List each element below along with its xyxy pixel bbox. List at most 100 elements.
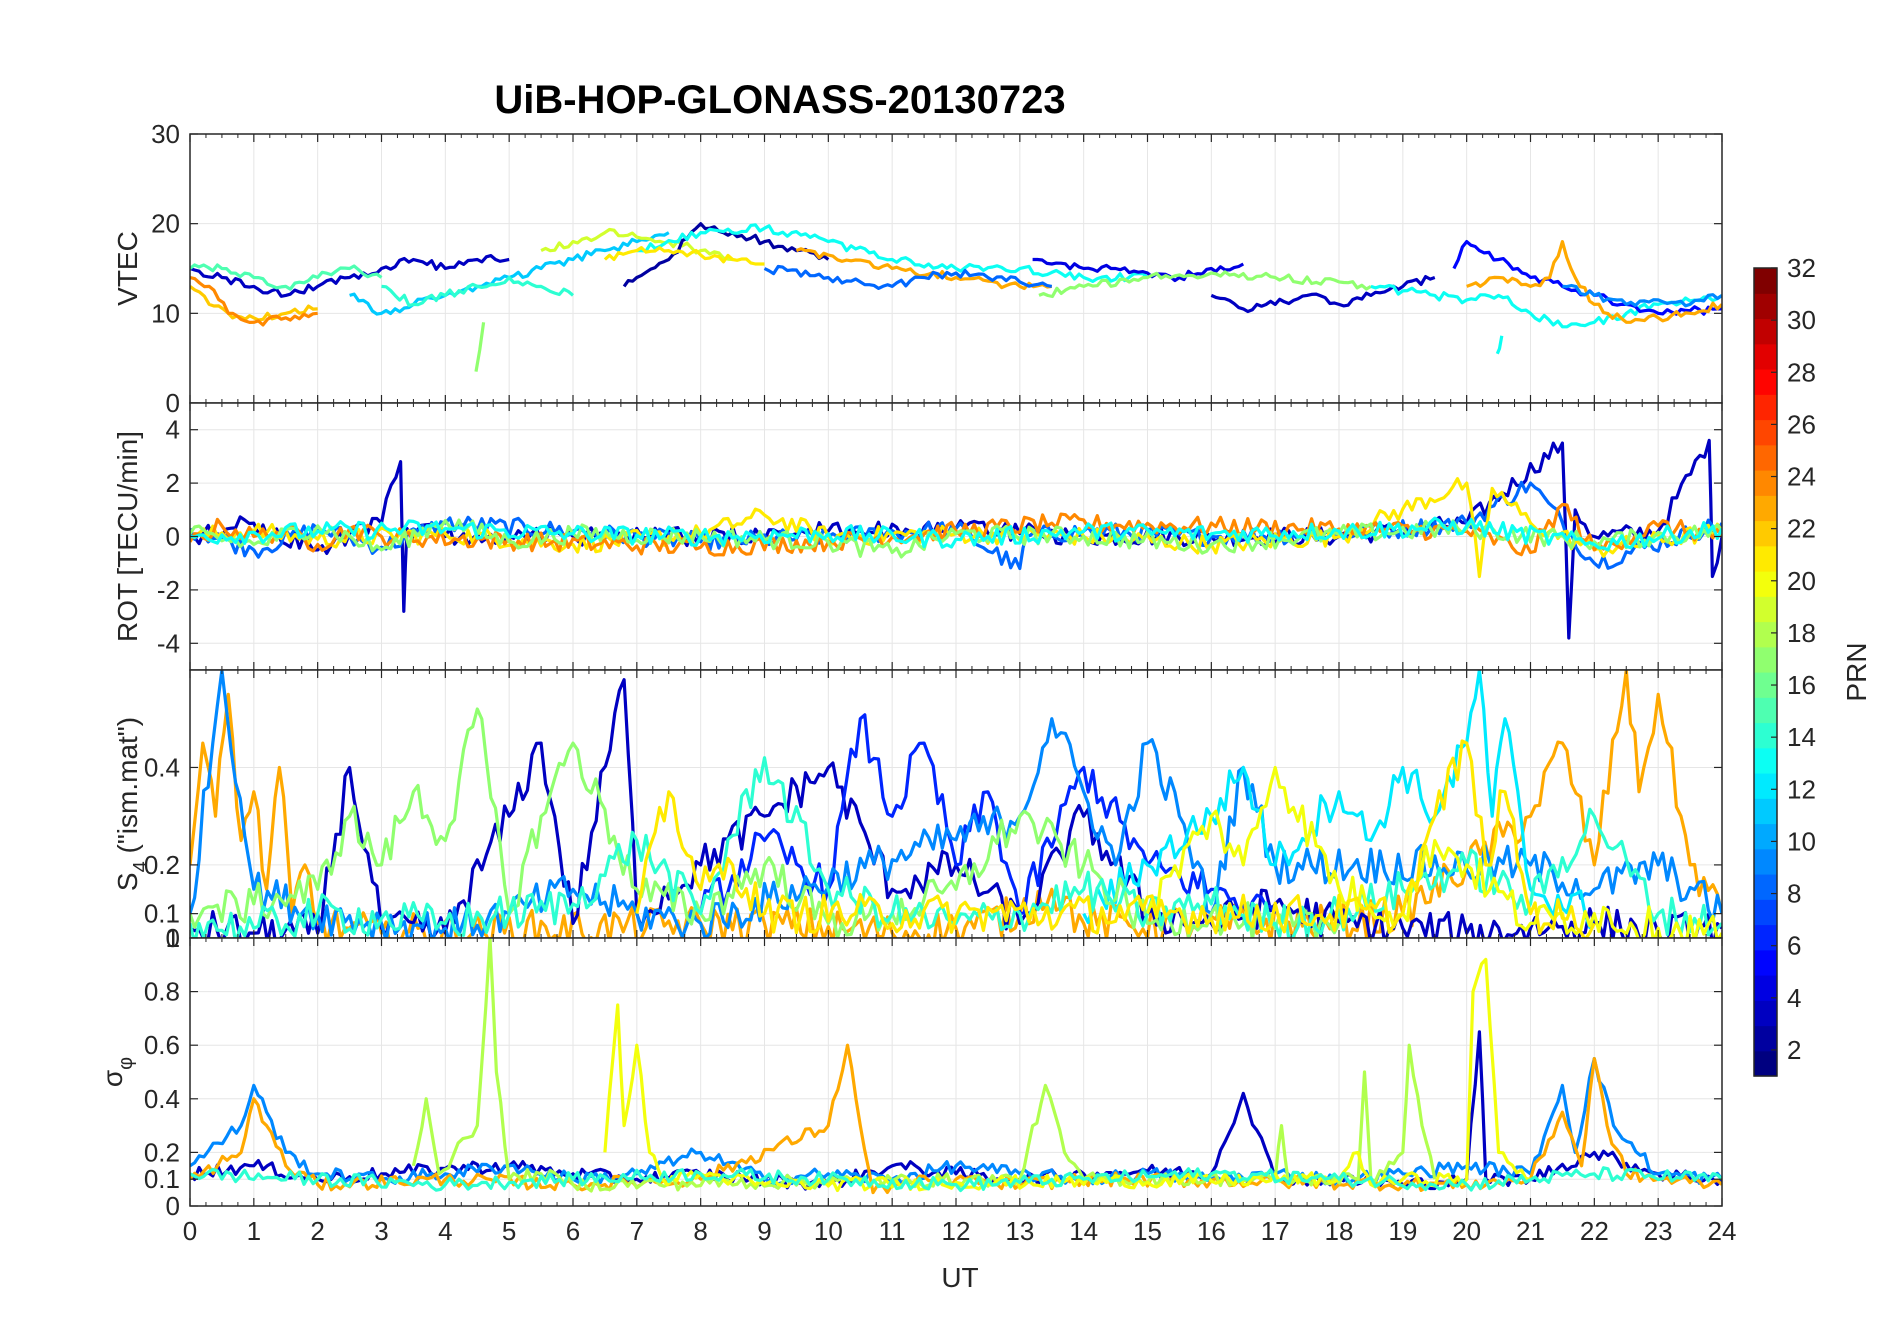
x-tick-label: 2 [310, 1216, 324, 1246]
y-tick-label: 0 [166, 1191, 180, 1221]
colorbar-segment [1754, 924, 1777, 951]
y-tick-label: 4 [166, 415, 180, 445]
colorbar-segment [1754, 1000, 1777, 1027]
colorbar-segment [1754, 848, 1777, 875]
x-tick-label: 24 [1708, 1216, 1737, 1246]
colorbar-segment [1754, 268, 1777, 294]
colorbar-tick-label: 26 [1787, 409, 1816, 439]
y-ticks: -4 -2 0 2 4 [157, 415, 1722, 658]
series-line-prn-23 [1466, 240, 1722, 324]
series-line-prn-24 [190, 502, 1722, 557]
colorbar-segment [1754, 520, 1777, 547]
series-group [190, 438, 1722, 640]
colorbar-segment [1754, 823, 1777, 850]
series-line-prn-24 [190, 275, 318, 327]
x-tick-label: 22 [1580, 1216, 1609, 1246]
x-ticks [189, 403, 1723, 670]
y-ticks: 0.1 0.2 0.4 10 [144, 752, 1722, 953]
panel-rot: -4 -2 0 2 4 ROT [TECU/min] [112, 402, 1723, 671]
series-line-prn-17 [190, 707, 1341, 938]
y-label-sub: 4 [130, 861, 152, 872]
x-axis-label: UT [941, 1262, 978, 1293]
colorbar-segment [1754, 949, 1777, 976]
colorbar-segment [1754, 318, 1777, 345]
y-label-main: σ [97, 1070, 128, 1087]
series-group [190, 222, 1722, 372]
x-tick-label: 19 [1388, 1216, 1417, 1246]
colorbar-frame [1753, 267, 1778, 1077]
y-axis-label: σφ [97, 1057, 137, 1087]
series-line-prn-13 [190, 516, 1722, 552]
y-axis-label: S4 ("ism.mat") [112, 717, 152, 891]
series-line-prn-17 [1038, 270, 1372, 299]
series-line-prn-19 [540, 227, 733, 262]
colorbar-segment [1754, 293, 1777, 320]
x-tick-label: 0 [183, 1216, 197, 1246]
colorbar-tick-label: 18 [1787, 618, 1816, 648]
x-tick-labels: 0 1 2 3 4 5 6 7 8 9 10 11 12 13 14 15 16 17 18 19 20 21 22 23 24 [183, 1216, 1737, 1246]
y-axis-label: ROT [TECU/min] [112, 431, 143, 642]
x-tick-label: 9 [757, 1216, 771, 1246]
x-tick-label: 23 [1644, 1216, 1673, 1246]
x-tick-label: 7 [630, 1216, 644, 1246]
x-tick-label: 15 [1133, 1216, 1162, 1246]
series-line-prn-4 [1032, 257, 1245, 283]
series-line-prn-13 [636, 223, 1149, 283]
y-tick-label: 10 [151, 298, 180, 328]
colorbar-segment [1754, 899, 1777, 926]
series-line-prn-23 [795, 247, 1053, 291]
x-tick-label: 8 [693, 1216, 707, 1246]
x-tick-label: 3 [374, 1216, 388, 1246]
x-tick-label: 1 [247, 1216, 261, 1246]
series-line-prn-8 [763, 264, 1053, 290]
series-line-prn-21 [603, 246, 765, 266]
colorbar-segment [1754, 975, 1777, 1001]
colorbar-segment [1754, 419, 1777, 446]
colorbar-segments [1754, 268, 1777, 1077]
colorbar-tick-label: 8 [1787, 879, 1801, 909]
y-tick-label: 0.6 [144, 1030, 180, 1060]
colorbar-tick-label: 4 [1787, 983, 1801, 1013]
series-line-prn-15 [190, 263, 383, 291]
y-tick-label: 0.2 [144, 850, 180, 880]
colorbar-tick-label: 32 [1787, 253, 1816, 283]
series-line-prn-9 [1562, 283, 1722, 308]
colorbar-segment [1754, 1050, 1777, 1077]
series-line-prn-3 [190, 254, 510, 298]
y-label-main: S [112, 872, 143, 891]
y-tick-label: 0.2 [144, 1137, 180, 1167]
y-tick-label: 0.1 [144, 899, 180, 929]
series-group [190, 938, 1722, 1195]
series-line-prn-22 [190, 285, 318, 322]
x-tick-label: 4 [438, 1216, 452, 1246]
x-tick-label: 17 [1261, 1216, 1290, 1246]
y-tick-label: 1 [166, 923, 180, 953]
series-line-prn-2 [622, 222, 830, 288]
colorbar-segment [1754, 672, 1777, 698]
x-tick-label: 6 [566, 1216, 580, 1246]
colorbar-segment [1754, 394, 1777, 421]
colorbar-tick-label: 14 [1787, 722, 1816, 752]
series-line-prn-21 [635, 739, 1596, 938]
y-ticks: 0 10 20 30 [151, 119, 1722, 418]
y-tick-label: 0 [166, 388, 180, 418]
colorbar-segment [1754, 773, 1777, 799]
colorbar-tick-label: 12 [1787, 774, 1816, 804]
y-tick-label: 0.8 [144, 977, 180, 1007]
y-label-rest: ("ism.mat") [112, 717, 143, 861]
y-tick-label: 2 [166, 468, 180, 498]
x-tick-label: 11 [879, 1216, 906, 1246]
colorbar-segment [1754, 571, 1777, 597]
colorbar-segment [1754, 369, 1777, 395]
colorbar-segment [1754, 621, 1777, 648]
y-tick-label: -4 [157, 628, 180, 658]
series-line-prn-9 [190, 670, 1722, 938]
y-axis-label: VTEC [112, 231, 143, 306]
colorbar-tick-label: 24 [1787, 462, 1816, 492]
colorbar-segment [1754, 596, 1777, 623]
